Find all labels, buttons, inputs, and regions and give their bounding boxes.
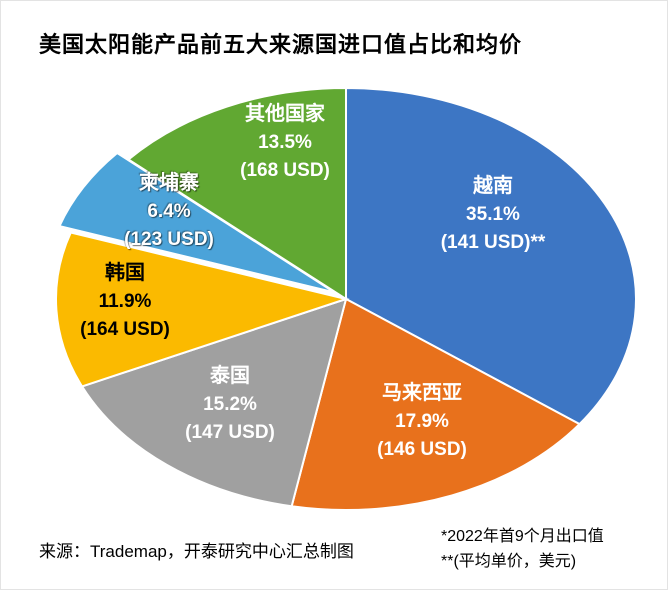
pie-slice-马来西亚 bbox=[290, 297, 582, 511]
footnote-avg-price: **(平均单价，美元) bbox=[441, 552, 577, 570]
chart-title: 美国太阳能产品前五大来源国进口值占比和均价 bbox=[39, 32, 523, 57]
pie-slice-韩国 bbox=[55, 231, 350, 388]
pie-slice-柬埔寨 bbox=[58, 151, 336, 294]
pie-slice-其他国家 bbox=[126, 86, 347, 301]
footnotes: *2022年首9个月出口值 **(平均单价，美元) bbox=[441, 525, 604, 575]
pie-slice-泰国 bbox=[80, 297, 348, 508]
source-note: 来源：Trademap，开泰研究中心汇总制图 bbox=[39, 542, 354, 561]
footnote-export-value: *2022年首9个月出口值 bbox=[441, 528, 604, 545]
pie-slice-越南 bbox=[345, 86, 637, 426]
